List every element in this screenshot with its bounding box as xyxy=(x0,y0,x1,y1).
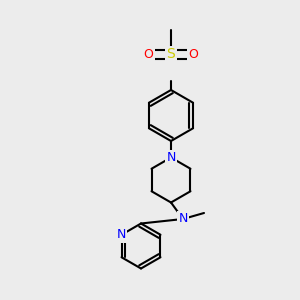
Text: S: S xyxy=(167,47,176,61)
Text: N: N xyxy=(166,151,176,164)
Text: S: S xyxy=(167,47,176,61)
Text: O: O xyxy=(144,47,153,61)
Text: O: O xyxy=(189,47,198,61)
Text: O: O xyxy=(144,47,153,61)
Text: O: O xyxy=(189,47,198,61)
Text: N: N xyxy=(166,151,176,164)
Text: N: N xyxy=(117,228,126,241)
Text: N: N xyxy=(178,212,188,226)
Text: N: N xyxy=(178,212,188,226)
